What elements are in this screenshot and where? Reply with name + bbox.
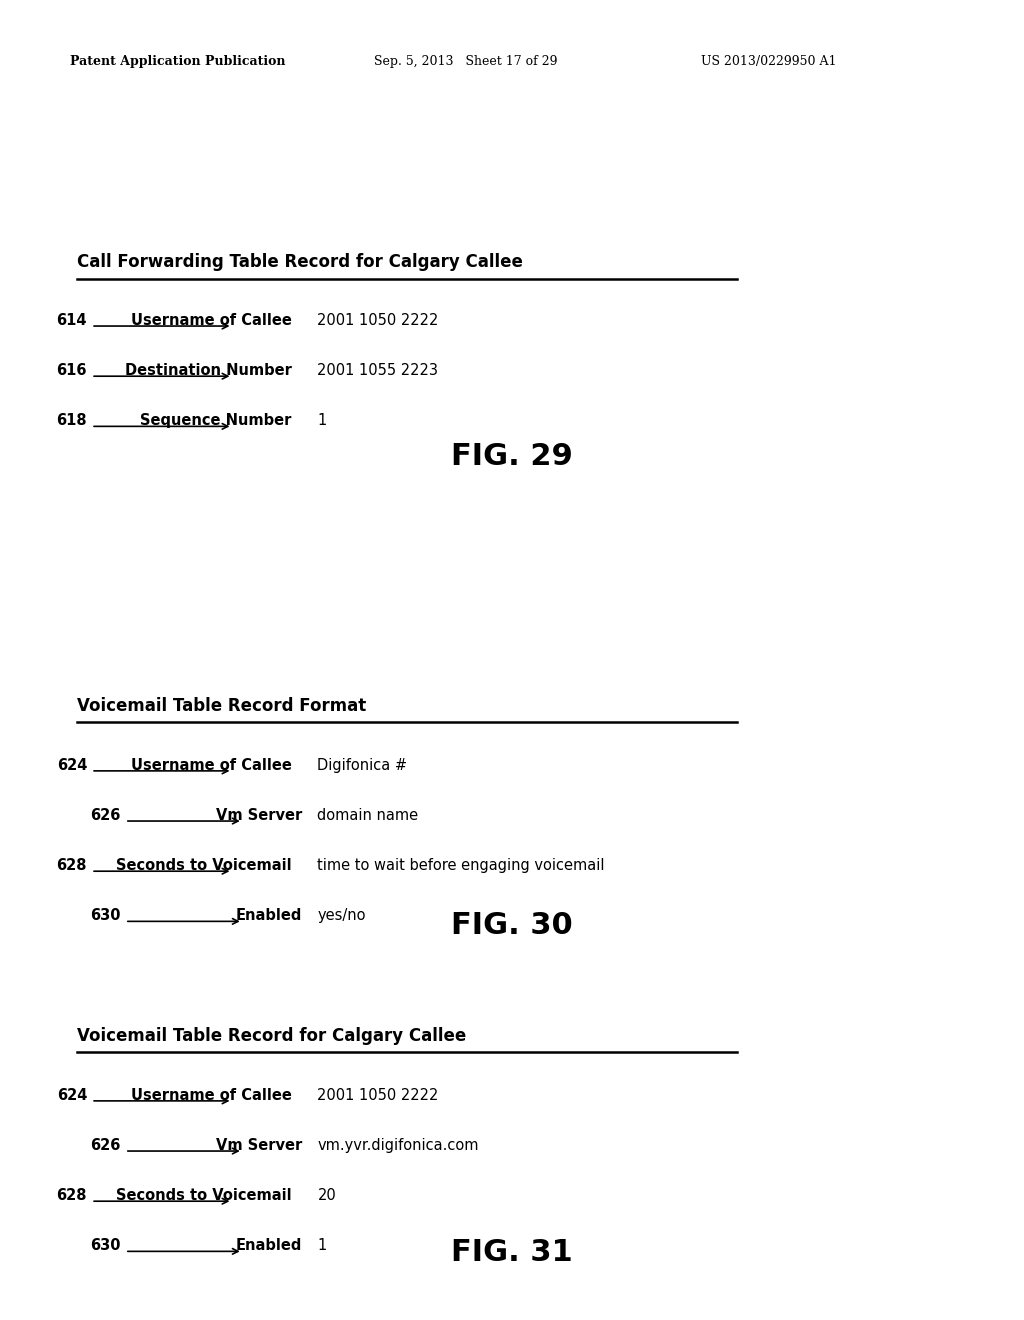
Text: FIG. 31: FIG. 31: [452, 1238, 572, 1267]
Text: 2001 1050 2222: 2001 1050 2222: [317, 313, 439, 327]
Text: 2001 1050 2222: 2001 1050 2222: [317, 1088, 439, 1102]
Text: 618: 618: [56, 413, 87, 428]
Text: 614: 614: [56, 313, 87, 327]
Text: Seconds to Voicemail: Seconds to Voicemail: [116, 1188, 292, 1203]
Text: FIG. 29: FIG. 29: [451, 442, 573, 471]
Text: 626: 626: [90, 1138, 121, 1152]
Text: Voicemail Table Record Format: Voicemail Table Record Format: [77, 697, 366, 715]
Text: Vm Server: Vm Server: [216, 1138, 302, 1152]
Text: 1: 1: [317, 413, 327, 428]
Text: 2001 1055 2223: 2001 1055 2223: [317, 363, 438, 378]
Text: 628: 628: [56, 1188, 87, 1203]
Text: Seconds to Voicemail: Seconds to Voicemail: [116, 858, 292, 873]
Text: Destination Number: Destination Number: [125, 363, 292, 378]
Text: 624: 624: [56, 1088, 87, 1102]
Text: Vm Server: Vm Server: [216, 808, 302, 822]
Text: FIG. 30: FIG. 30: [452, 911, 572, 940]
Text: yes/no: yes/no: [317, 908, 366, 923]
Text: Patent Application Publication: Patent Application Publication: [70, 55, 285, 69]
Text: 624: 624: [56, 758, 87, 772]
Text: Sequence Number: Sequence Number: [140, 413, 292, 428]
Text: US 2013/0229950 A1: US 2013/0229950 A1: [701, 55, 837, 69]
Text: Digifonica #: Digifonica #: [317, 758, 408, 772]
Text: vm.yvr.digifonica.com: vm.yvr.digifonica.com: [317, 1138, 479, 1152]
Text: 628: 628: [56, 858, 87, 873]
Text: Username of Callee: Username of Callee: [131, 1088, 292, 1102]
Text: 630: 630: [90, 908, 121, 923]
Text: Enabled: Enabled: [236, 908, 302, 923]
Text: Call Forwarding Table Record for Calgary Callee: Call Forwarding Table Record for Calgary…: [77, 253, 522, 271]
Text: 616: 616: [56, 363, 87, 378]
Text: 1: 1: [317, 1238, 327, 1253]
Text: time to wait before engaging voicemail: time to wait before engaging voicemail: [317, 858, 605, 873]
Text: domain name: domain name: [317, 808, 419, 822]
Text: 626: 626: [90, 808, 121, 822]
Text: 20: 20: [317, 1188, 336, 1203]
Text: Voicemail Table Record for Calgary Callee: Voicemail Table Record for Calgary Calle…: [77, 1027, 466, 1045]
Text: Username of Callee: Username of Callee: [131, 313, 292, 327]
Text: 630: 630: [90, 1238, 121, 1253]
Text: Sep. 5, 2013   Sheet 17 of 29: Sep. 5, 2013 Sheet 17 of 29: [374, 55, 557, 69]
Text: Username of Callee: Username of Callee: [131, 758, 292, 772]
Text: Enabled: Enabled: [236, 1238, 302, 1253]
